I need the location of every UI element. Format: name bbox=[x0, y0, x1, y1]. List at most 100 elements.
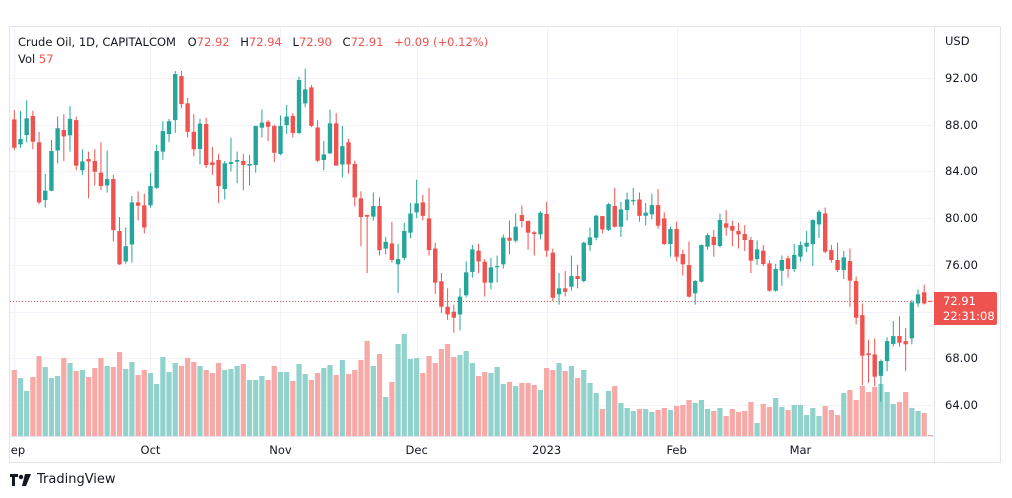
volume-bar bbox=[30, 377, 36, 436]
volume-bar bbox=[469, 363, 475, 436]
candle-body-down bbox=[346, 142, 351, 165]
candle-body-down bbox=[482, 261, 487, 283]
time-tick-label: Nov bbox=[269, 443, 292, 457]
volume-bar bbox=[513, 386, 519, 436]
candle-body-down bbox=[185, 103, 190, 132]
candle-body-up bbox=[618, 209, 624, 227]
volume-bar bbox=[828, 410, 834, 436]
volume-bar bbox=[475, 376, 482, 436]
price-tick-label: 92.00 bbox=[945, 71, 978, 86]
low-value: 72.90 bbox=[298, 35, 332, 49]
candle-body-down bbox=[61, 130, 67, 137]
volume-bar bbox=[92, 368, 98, 436]
candle-body-up bbox=[501, 237, 506, 265]
candle-body-up bbox=[253, 125, 258, 166]
close-value: 72.91 bbox=[350, 35, 384, 49]
candle-body-down bbox=[86, 159, 91, 162]
volume-bar bbox=[451, 357, 457, 436]
candle-body-up bbox=[247, 163, 252, 166]
candle-body-down bbox=[92, 160, 97, 172]
volume-bar bbox=[79, 370, 85, 436]
volume-bar bbox=[797, 405, 804, 436]
candle-body-down bbox=[563, 288, 568, 292]
volume-bar bbox=[277, 372, 284, 436]
volume-value: 57 bbox=[38, 52, 54, 66]
candle-body-down bbox=[600, 216, 605, 230]
volume-bar bbox=[370, 366, 376, 436]
volume-bar bbox=[593, 393, 599, 436]
candle-body-down bbox=[142, 205, 147, 228]
volume-bar bbox=[358, 360, 364, 436]
volume-bar bbox=[482, 372, 488, 436]
candle-body-down bbox=[12, 119, 17, 148]
candle-body-up bbox=[631, 200, 636, 202]
bar-countdown: 22:31:08 bbox=[943, 309, 995, 323]
candle-body-down bbox=[723, 223, 729, 228]
candle-body-down bbox=[111, 179, 116, 231]
volume-bar bbox=[773, 398, 779, 436]
candle-body-up bbox=[593, 215, 599, 238]
volume-label[interactable]: Vol bbox=[18, 52, 36, 66]
time-tick-label: 2023 bbox=[531, 443, 562, 457]
volume-bar bbox=[568, 366, 574, 436]
volume-bar bbox=[222, 370, 228, 436]
candle-body-up bbox=[470, 249, 475, 272]
candle-body-down bbox=[637, 199, 642, 216]
candle-body-down bbox=[216, 160, 221, 187]
volume-bar bbox=[779, 407, 785, 436]
volume-bar bbox=[172, 363, 178, 436]
candle-body-up bbox=[321, 154, 326, 161]
volume-bar bbox=[339, 360, 345, 436]
price-axis[interactable]: USD 92.00 88.00 84.00 80.00 76.00 68.00 64.00 bbox=[934, 27, 1001, 463]
candle-body-up bbox=[804, 242, 809, 247]
candle-body-up bbox=[717, 220, 723, 246]
price-tick-label: 84.00 bbox=[945, 164, 978, 179]
candle-body-up bbox=[197, 123, 203, 150]
volume-bar bbox=[562, 371, 568, 436]
volume-bar bbox=[104, 366, 110, 436]
candle-body-up bbox=[67, 118, 73, 136]
candle-body-down bbox=[662, 218, 667, 244]
candle-body-down bbox=[507, 237, 512, 241]
volume-bar bbox=[816, 416, 822, 436]
volume-bar bbox=[865, 392, 872, 436]
volume-bar bbox=[525, 383, 531, 436]
tradingview-brand-name: TradingView bbox=[37, 472, 116, 487]
volume-bar bbox=[500, 384, 506, 436]
volume-bar bbox=[85, 377, 92, 436]
candle-body-up bbox=[463, 272, 469, 296]
volume-bar bbox=[401, 334, 407, 436]
candle-body-down bbox=[74, 120, 79, 166]
volume-bar bbox=[463, 351, 469, 436]
volume-bar bbox=[766, 407, 773, 436]
volume-bar bbox=[556, 363, 562, 436]
candle-body-down bbox=[903, 341, 908, 345]
volume-bar bbox=[494, 367, 500, 436]
volume-bar bbox=[215, 363, 222, 436]
volume-bar bbox=[711, 411, 717, 436]
volume-bar bbox=[154, 384, 160, 436]
tradingview-logo[interactable]: TradingView bbox=[10, 472, 116, 487]
volume-bar bbox=[735, 412, 742, 436]
candle-body-down bbox=[866, 353, 871, 356]
volume-bar bbox=[420, 373, 426, 436]
candle-body-down bbox=[203, 124, 209, 166]
candle-body-up bbox=[55, 128, 60, 151]
candle-body-down bbox=[290, 115, 296, 133]
candle-body-down bbox=[519, 215, 525, 221]
candle-body-up bbox=[166, 121, 172, 135]
candle-body-up bbox=[494, 266, 500, 268]
volume-bar bbox=[544, 368, 550, 436]
volume-bar bbox=[760, 404, 766, 436]
symbol-title[interactable]: Crude Oil, 1D, CAPITALCOM bbox=[18, 35, 176, 49]
candle-body-down bbox=[241, 160, 246, 166]
time-tick-label: Feb bbox=[666, 443, 687, 457]
volume-bar bbox=[859, 386, 865, 436]
chart-plot-area[interactable] bbox=[10, 27, 934, 436]
candle-body-down bbox=[829, 250, 834, 260]
candle-body-up bbox=[705, 235, 710, 247]
time-axis[interactable]: Sep Oct Nov Dec 2023 Feb Mar bbox=[10, 436, 934, 463]
volume-bar bbox=[383, 397, 389, 436]
volume-legend-row: Vol 57 bbox=[18, 51, 495, 68]
candle-body-down bbox=[315, 127, 320, 161]
